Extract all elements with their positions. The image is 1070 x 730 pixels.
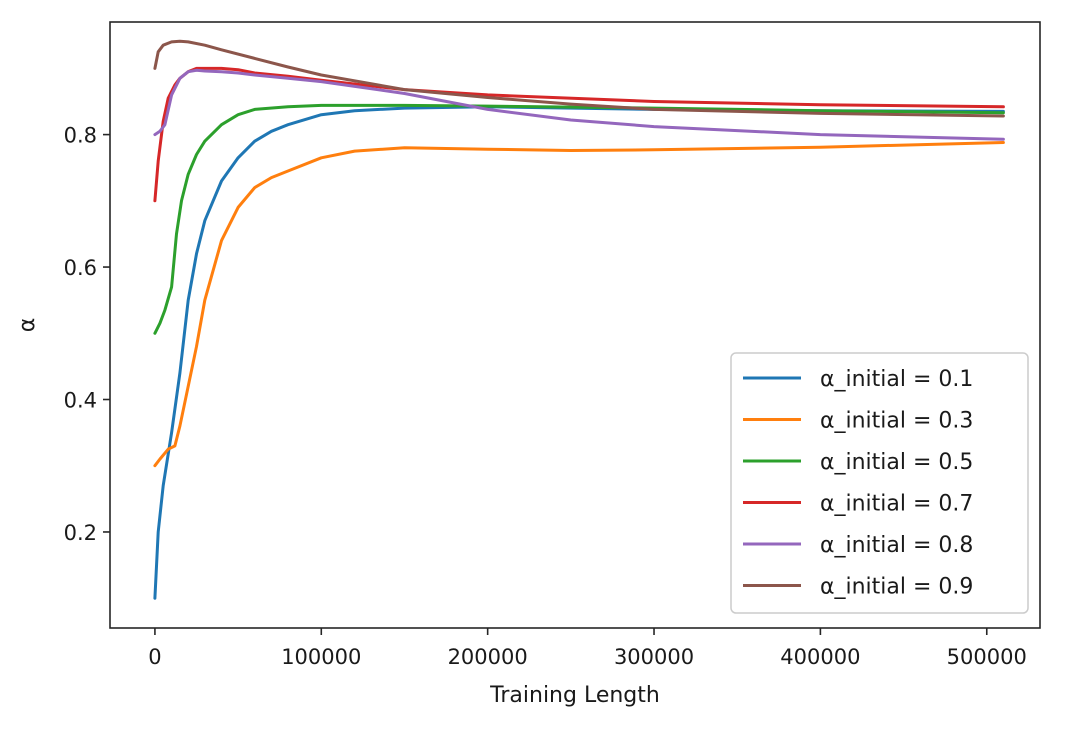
series-line-2: [153, 141, 1005, 468]
series-line-4: [153, 66, 1005, 203]
legend-label: α_initial = 0.9: [820, 575, 973, 600]
x-tick-label: 0: [148, 645, 161, 669]
legend-label: α_initial = 0.8: [820, 533, 973, 558]
legend-label: α_initial = 0.5: [820, 450, 973, 475]
legend-box: [730, 352, 1029, 614]
y-axis-label: α: [15, 318, 40, 333]
x-tick-label: 500000: [947, 645, 1027, 669]
y-tick-label: 0.6: [64, 256, 97, 280]
series-line-3: [153, 103, 1005, 335]
y-tick-label: 0.2: [64, 521, 97, 545]
series-layer: [153, 39, 1005, 600]
y-axis: 0.2 0.4 0.6 0.8: [64, 124, 110, 545]
legend: α_initial = 0.1 α_initial = 0.3 α_initial …: [730, 352, 1029, 614]
legend-label: α_initial = 0.1: [820, 367, 973, 392]
legend-label: α_initial = 0.7: [820, 492, 973, 517]
x-tick-label: 100000: [281, 645, 361, 669]
y-tick-label: 0.8: [64, 124, 97, 148]
x-tick-label: 400000: [780, 645, 860, 669]
plot-frame: [109, 21, 1041, 629]
legend-label: α_initial = 0.3: [820, 409, 973, 434]
series-line-5: [153, 68, 1005, 141]
x-tick-label: 300000: [614, 645, 694, 669]
x-axis: 0 100000 200000 300000 400000 500000: [148, 628, 1027, 669]
x-tick-label: 200000: [448, 645, 528, 669]
series-line-6: [153, 39, 1005, 118]
x-axis-label: Training Length: [489, 683, 660, 708]
y-tick-label: 0.4: [64, 389, 97, 413]
